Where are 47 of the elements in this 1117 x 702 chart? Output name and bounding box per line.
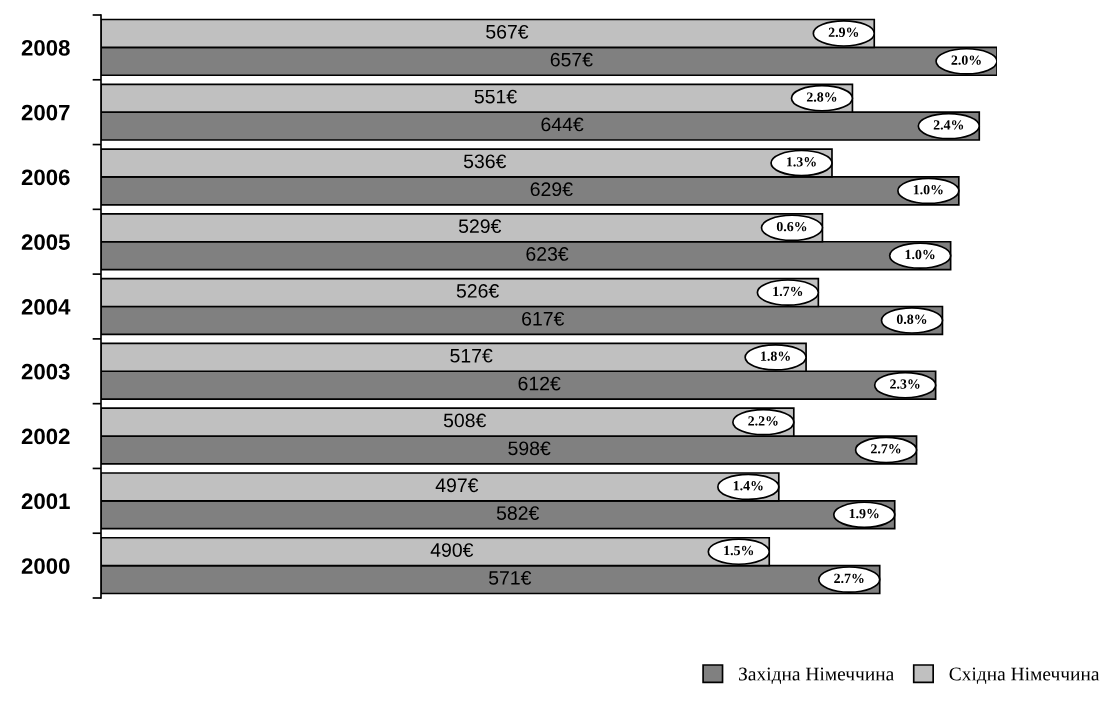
y-tick-label: 2004 [21, 299, 71, 315]
annotation: 2.0% [951, 55, 981, 65]
y-tick-label: 2001 [21, 493, 70, 510]
annotation: 1.7% [773, 286, 803, 297]
annotation: 0.8% [896, 314, 927, 324]
data-label: 657€ [550, 52, 593, 67]
data-label: 529€ [458, 219, 502, 234]
data-label: 629€ [530, 182, 573, 197]
y-tick-label: 2002 [21, 428, 70, 445]
annotation: 2.4% [933, 120, 964, 130]
annotation: 1.3% [787, 157, 816, 167]
annotation: 0.6% [776, 221, 807, 232]
data-label: 582€ [496, 506, 540, 520]
annotation: 1.8% [761, 351, 790, 361]
annotation: 1.4% [733, 481, 763, 491]
annotation: 2.7% [871, 444, 901, 454]
y-tick-label: 2006 [21, 169, 70, 186]
annotation: 2.7% [834, 573, 864, 584]
annotation: 1.9% [849, 508, 879, 519]
data-label: 497€ [435, 478, 479, 493]
data-label: 551€ [474, 89, 517, 104]
annotation: 2.8% [806, 92, 837, 102]
y-tick-label: 2008 [21, 39, 70, 56]
y-tick-label: 2000 [21, 558, 70, 574]
data-label: 536€ [463, 154, 507, 169]
data-label: 517€ [450, 348, 493, 363]
data-label: 571€ [488, 570, 532, 585]
data-label: 508€ [443, 413, 487, 428]
data-label: 526€ [456, 284, 499, 298]
data-label: 598€ [508, 441, 551, 456]
y-tick-label: 2005 [21, 234, 70, 250]
y-tick-label: 2007 [21, 104, 70, 121]
annotation: 1.0% [905, 249, 935, 260]
annotation: 1.0% [913, 184, 943, 195]
legend-label: Східна Німеччина [949, 667, 1100, 685]
annotation: 2.3% [890, 379, 920, 389]
y-tick-label: 2003 [21, 363, 70, 380]
data-label: 617€ [522, 311, 565, 326]
data-label: 623€ [526, 247, 569, 261]
data-label: 644€ [541, 117, 584, 132]
annotation: 2.2% [748, 416, 778, 426]
annotation: 1.5% [724, 545, 754, 556]
annotation: 2.9% [828, 27, 859, 37]
legend-label: Західна Німеччина [739, 667, 894, 685]
data-label: 490€ [430, 543, 474, 557]
data-label: 612€ [518, 376, 561, 391]
data-label: 567€ [486, 24, 529, 39]
